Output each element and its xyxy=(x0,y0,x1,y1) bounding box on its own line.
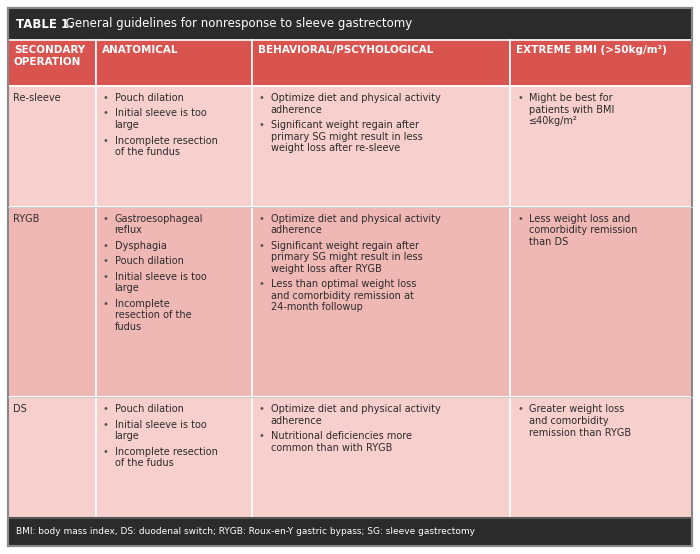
Bar xyxy=(510,207,692,397)
Bar xyxy=(8,40,96,86)
Bar xyxy=(8,8,692,40)
Text: •: • xyxy=(258,93,265,103)
Text: •: • xyxy=(103,404,108,414)
Text: Initial sleeve is too
large: Initial sleeve is too large xyxy=(115,271,206,293)
Bar xyxy=(251,40,510,86)
Bar xyxy=(251,86,510,207)
Text: TABLE 1.: TABLE 1. xyxy=(16,18,74,30)
Text: Dysphagia: Dysphagia xyxy=(115,240,167,250)
Text: •: • xyxy=(258,214,265,224)
Text: RYGB: RYGB xyxy=(13,214,39,224)
Text: •: • xyxy=(517,404,523,414)
Bar xyxy=(251,397,510,518)
Text: DS: DS xyxy=(13,404,27,414)
Bar xyxy=(510,40,692,86)
Text: •: • xyxy=(103,136,108,146)
Bar xyxy=(96,397,251,518)
Text: Optimize diet and physical activity
adherence: Optimize diet and physical activity adhe… xyxy=(270,404,440,426)
Text: •: • xyxy=(258,240,265,250)
Bar xyxy=(8,86,96,207)
Bar xyxy=(510,86,692,207)
Text: BMI: body mass index, DS: duodenal switch; RYGB: Roux-en-Y gastric bypass; SG: s: BMI: body mass index, DS: duodenal switc… xyxy=(16,527,475,536)
Text: •: • xyxy=(258,432,265,442)
Text: •: • xyxy=(517,93,523,103)
Text: •: • xyxy=(103,420,108,430)
Bar xyxy=(96,40,251,86)
Text: Less than optimal weight loss
and comorbidity remission at
24-month followup: Less than optimal weight loss and comorb… xyxy=(270,279,416,312)
Text: Might be best for
patients with BMI
≤40kg/m²: Might be best for patients with BMI ≤40k… xyxy=(529,93,615,126)
Bar xyxy=(251,207,510,397)
Text: Optimize diet and physical activity
adherence: Optimize diet and physical activity adhe… xyxy=(270,214,440,235)
Text: SECONDARY
OPERATION: SECONDARY OPERATION xyxy=(14,45,85,66)
Text: Pouch dilation: Pouch dilation xyxy=(115,404,183,414)
Text: Incomplete
resection of the
fudus: Incomplete resection of the fudus xyxy=(115,299,191,332)
Text: •: • xyxy=(103,214,108,224)
Text: BEHAVIORAL/PSCYHOLOGICAL: BEHAVIORAL/PSCYHOLOGICAL xyxy=(258,45,433,55)
Text: •: • xyxy=(258,120,265,130)
Text: EXTREME BMI (>50kg/m²): EXTREME BMI (>50kg/m²) xyxy=(516,45,667,55)
Text: Pouch dilation: Pouch dilation xyxy=(115,93,183,103)
Text: •: • xyxy=(103,447,108,457)
Text: Significant weight regain after
primary SG might result in less
weight loss afte: Significant weight regain after primary … xyxy=(270,120,422,153)
Bar xyxy=(8,518,692,546)
Bar xyxy=(8,207,96,397)
Text: •: • xyxy=(103,271,108,281)
Text: ANATOMICAL: ANATOMICAL xyxy=(102,45,178,55)
Text: •: • xyxy=(103,256,108,266)
Text: Incomplete resection
of the fudus: Incomplete resection of the fudus xyxy=(115,447,218,469)
Text: •: • xyxy=(258,279,265,289)
Text: •: • xyxy=(517,214,523,224)
Bar xyxy=(96,207,251,397)
Text: •: • xyxy=(103,299,108,309)
Text: Significant weight regain after
primary SG might result in less
weight loss afte: Significant weight regain after primary … xyxy=(270,240,422,274)
Bar xyxy=(96,86,251,207)
Text: Re-sleeve: Re-sleeve xyxy=(13,93,61,103)
Text: Nutritional deficiencies more
common than with RYGB: Nutritional deficiencies more common tha… xyxy=(270,432,412,453)
Text: General guidelines for nonresponse to sleeve gastrectomy: General guidelines for nonresponse to sl… xyxy=(62,18,412,30)
Text: Optimize diet and physical activity
adherence: Optimize diet and physical activity adhe… xyxy=(270,93,440,115)
Text: •: • xyxy=(103,93,108,103)
Text: Initial sleeve is too
large: Initial sleeve is too large xyxy=(115,420,206,442)
Text: Initial sleeve is too
large: Initial sleeve is too large xyxy=(115,109,206,130)
Text: •: • xyxy=(258,404,265,414)
Text: •: • xyxy=(103,240,108,250)
Text: Gastroesophageal
reflux: Gastroesophageal reflux xyxy=(115,214,203,235)
Text: Pouch dilation: Pouch dilation xyxy=(115,256,183,266)
Text: Incomplete resection
of the fundus: Incomplete resection of the fundus xyxy=(115,136,218,157)
Text: •: • xyxy=(103,109,108,119)
Text: Greater weight loss
and comorbidity
remission than RYGB: Greater weight loss and comorbidity remi… xyxy=(529,404,631,438)
Text: Less weight loss and
comorbidity remission
than DS: Less weight loss and comorbidity remissi… xyxy=(529,214,638,247)
Bar xyxy=(510,397,692,518)
Bar xyxy=(8,397,96,518)
